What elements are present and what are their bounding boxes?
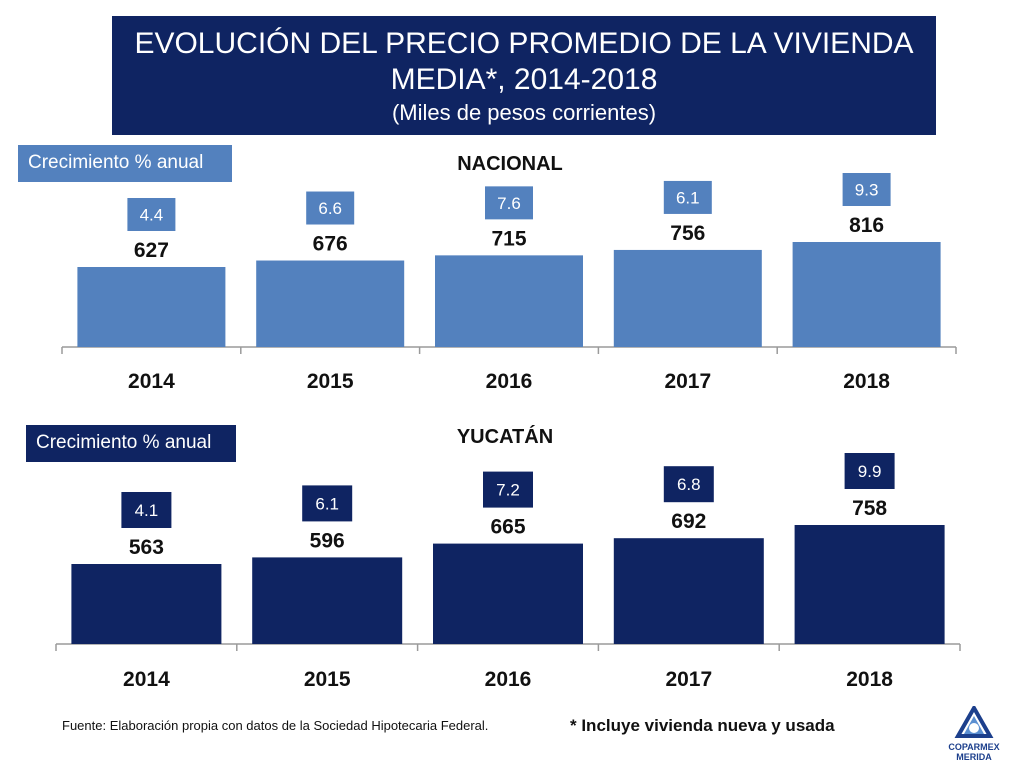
nacional-category-label-2018: 2018: [843, 370, 890, 393]
yucatan-growth-label-2014: 4.1: [135, 501, 159, 520]
nacional-panel-title: NACIONAL: [457, 153, 563, 175]
nacional-category-label-2017: 2017: [664, 370, 711, 393]
nacional-growth-label-2016: 7.6: [497, 194, 521, 213]
logo-text-line2: MERIDA: [956, 752, 992, 762]
footnote: * Incluye vivienda nueva y usada: [570, 716, 835, 735]
yucatan-growth-box-2016: [483, 471, 533, 508]
yucatan-growth-label-2018: 9.9: [858, 462, 882, 481]
nacional-bar-2017: [613, 249, 762, 347]
yucatan-growth-box-2018: [844, 453, 895, 489]
yucatan-value-label-2016: 665: [490, 516, 525, 539]
yucatan-category-label-2016: 2016: [485, 668, 532, 691]
logo-text-line1: COPARMEX: [948, 742, 1000, 752]
chart-title-line2: MEDIA*, 2014-2018: [390, 63, 658, 96]
yucatan-growth-label-2016: 7.2: [496, 481, 520, 500]
yucatan-category-label-2015: 2015: [304, 668, 351, 691]
nacional-bar-2016: [435, 255, 583, 347]
nacional-bar-2015: [256, 260, 405, 347]
yucatan-value-label-2018: 758: [852, 497, 887, 520]
yucatan-growth-label-2015: 6.1: [315, 494, 339, 513]
nacional-growth-label-2017: 6.1: [676, 188, 700, 207]
yucatan-growth-box-2017: [663, 466, 714, 503]
yucatan-value-label-2015: 596: [310, 529, 345, 552]
yucatan-bar-2016: [433, 543, 583, 644]
title-banner: EVOLUCIÓN DEL PRECIO PROMEDIO DE LA VIVI…: [112, 16, 936, 135]
nacional-growth-box-2014: [127, 198, 176, 231]
nacional-growth-label: Crecimiento % anual: [18, 145, 232, 182]
nacional-category-label-2014: 2014: [128, 370, 175, 393]
nacional-value-label-2018: 816: [849, 214, 884, 237]
nacional-growth-label-2015: 6.6: [318, 199, 342, 218]
yucatan-bar-2017: [613, 538, 764, 644]
source-note: Fuente: Elaboración propia con datos de …: [62, 718, 489, 733]
nacional-value-label-2015: 676: [313, 233, 348, 256]
yucatan-growth-label: Crecimiento % anual: [26, 425, 236, 462]
yucatan-value-label-2014: 563: [129, 536, 164, 559]
nacional-growth-box-2017: [663, 180, 712, 214]
coparmex-logo-icon: [954, 703, 994, 738]
yucatan-value-label-2017: 692: [671, 510, 706, 533]
nacional-growth-box-2016: [485, 186, 533, 220]
yucatan-bar-2018: [794, 525, 945, 644]
yucatan-category-label-2018: 2018: [846, 668, 893, 691]
yucatan-growth-box-2015: [302, 485, 353, 522]
yucatan-bar-2015: [252, 557, 403, 644]
nacional-growth-box-2018: [842, 173, 891, 206]
chart-title-line1: EVOLUCIÓN DEL PRECIO PROMEDIO DE LA VIVI…: [134, 27, 914, 60]
yucatan-growth-box-2014: [121, 492, 172, 528]
yucatan-bar-2014: [71, 564, 222, 644]
nacional-value-label-2014: 627: [134, 239, 169, 262]
yucatan-growth-label-2017: 6.8: [677, 475, 701, 494]
nacional-growth-box-2015: [306, 191, 355, 225]
nacional-bar-2018: [792, 242, 941, 347]
nacional-category-label-2016: 2016: [486, 370, 533, 393]
nacional-value-label-2016: 715: [491, 227, 526, 250]
nacional-category-label-2015: 2015: [307, 370, 354, 393]
coparmex-logo: COPARMEX MERIDA: [944, 703, 1004, 766]
nacional-bar-2014: [77, 267, 226, 347]
yucatan-panel-title: YUCATÁN: [457, 425, 553, 448]
nacional-growth-label-2018: 9.3: [855, 181, 879, 200]
yucatan-category-label-2017: 2017: [665, 668, 712, 691]
nacional-growth-label-2014: 4.4: [140, 206, 164, 225]
nacional-value-label-2017: 756: [670, 222, 705, 245]
yucatan-category-label-2014: 2014: [123, 668, 170, 691]
chart-subtitle: (Miles de pesos corrientes): [391, 100, 657, 125]
